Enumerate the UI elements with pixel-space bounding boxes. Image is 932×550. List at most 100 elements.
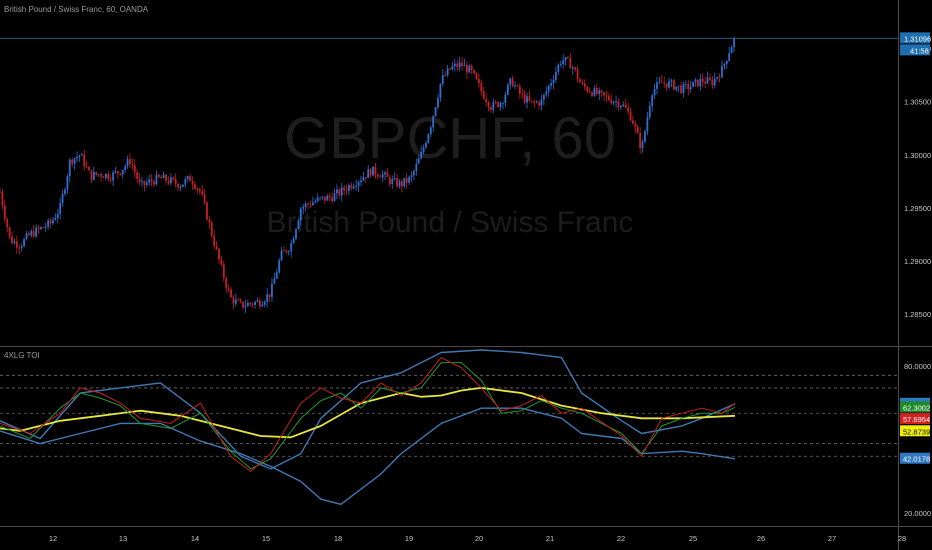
candle-body xyxy=(502,103,504,104)
candle-body xyxy=(725,60,728,64)
candle-body xyxy=(234,299,237,304)
candle-body xyxy=(629,111,632,121)
candle-body xyxy=(591,92,593,96)
indicator-axis-tick-bottom: 20.0000 xyxy=(904,509,931,518)
candle-body xyxy=(124,166,127,171)
candle-body xyxy=(23,239,25,247)
candle-body xyxy=(617,101,620,108)
candle-body xyxy=(275,272,278,279)
candle-body xyxy=(410,175,413,177)
candle-body xyxy=(511,78,514,87)
candle-body xyxy=(220,259,223,265)
watermark-symbol: GBPCHF, 60 xyxy=(284,106,616,171)
candle-body xyxy=(215,245,218,249)
candle-body xyxy=(446,68,449,76)
watermark-name: British Pound / Swiss Franc xyxy=(267,206,634,239)
candle-body xyxy=(648,106,651,118)
candle-body xyxy=(516,85,519,87)
candle-body xyxy=(422,147,425,153)
candle-body xyxy=(348,185,350,191)
last-price-value: 1.31096 xyxy=(904,34,931,43)
candle-body xyxy=(400,181,403,187)
candle-body xyxy=(391,179,394,184)
candle-body xyxy=(668,81,670,88)
candle-body xyxy=(283,250,285,252)
price-axis-tick: 1.29000 xyxy=(904,257,931,266)
candle-body xyxy=(684,83,687,85)
candle-body xyxy=(634,123,637,127)
candle-body xyxy=(319,197,321,199)
candle-body xyxy=(499,103,502,107)
candle-body xyxy=(102,176,105,179)
time-axis-tick: 12 xyxy=(49,534,57,543)
indicator-badge-value: 62.3002 xyxy=(903,403,930,412)
time-axis-tick: 13 xyxy=(119,534,127,543)
lower-band-line xyxy=(0,407,736,505)
candle-body xyxy=(321,196,324,198)
candle-body xyxy=(415,163,418,171)
candle-body xyxy=(311,202,314,206)
candle-body xyxy=(189,176,192,182)
candle-body xyxy=(622,104,625,106)
candle-body xyxy=(213,235,216,246)
candle-body xyxy=(376,174,379,177)
candle-body xyxy=(567,57,569,59)
candle-body xyxy=(506,84,509,95)
candle-body xyxy=(600,90,603,93)
candle-body xyxy=(482,91,485,99)
candle-body xyxy=(208,219,211,223)
candle-body xyxy=(340,187,343,196)
candle-body xyxy=(350,185,353,189)
candle-body xyxy=(632,120,634,124)
candle-body xyxy=(670,80,673,82)
candle-body xyxy=(603,92,605,96)
candle-body xyxy=(458,62,461,68)
candle-body xyxy=(92,172,95,180)
candle-body xyxy=(432,115,435,128)
candle-body xyxy=(612,101,615,104)
countdown-value: 41:58 xyxy=(910,46,929,55)
indicator-badge xyxy=(900,401,930,413)
candle-body xyxy=(191,181,194,185)
candle-body xyxy=(528,96,531,101)
candle-body xyxy=(470,65,473,70)
candle-body xyxy=(723,63,726,66)
candle-body xyxy=(636,126,639,134)
candle-body xyxy=(104,173,107,179)
candle-body xyxy=(490,107,492,110)
time-axis-tick: 25 xyxy=(689,534,697,543)
candle-body xyxy=(492,102,495,110)
candle-body xyxy=(352,186,355,189)
candle-body xyxy=(179,186,182,188)
candle-body xyxy=(595,88,598,95)
candle-body xyxy=(249,302,252,304)
candle-body xyxy=(302,206,305,209)
candle-body xyxy=(285,250,288,253)
candle-body xyxy=(261,304,264,307)
candle-body xyxy=(11,236,13,244)
candle-body xyxy=(663,82,666,84)
candle-body xyxy=(271,283,273,298)
candle-body xyxy=(3,205,6,219)
candle-body xyxy=(384,172,386,175)
candle-body xyxy=(155,174,158,185)
candle-body xyxy=(405,178,408,183)
candle-body xyxy=(706,77,709,84)
candle-body xyxy=(68,159,71,177)
candle-body xyxy=(374,166,377,175)
candle-body xyxy=(232,297,235,304)
candle-body xyxy=(677,85,680,87)
candle-body xyxy=(504,94,507,104)
candle-body xyxy=(427,134,430,143)
candle-body xyxy=(417,158,420,164)
candle-body xyxy=(475,73,478,79)
candle-body xyxy=(196,188,199,190)
candle-body xyxy=(138,178,141,182)
candle-body xyxy=(728,53,731,61)
candle-body xyxy=(316,197,319,202)
candle-body xyxy=(456,63,459,68)
candle-body xyxy=(6,218,9,228)
candle-body xyxy=(109,179,112,181)
